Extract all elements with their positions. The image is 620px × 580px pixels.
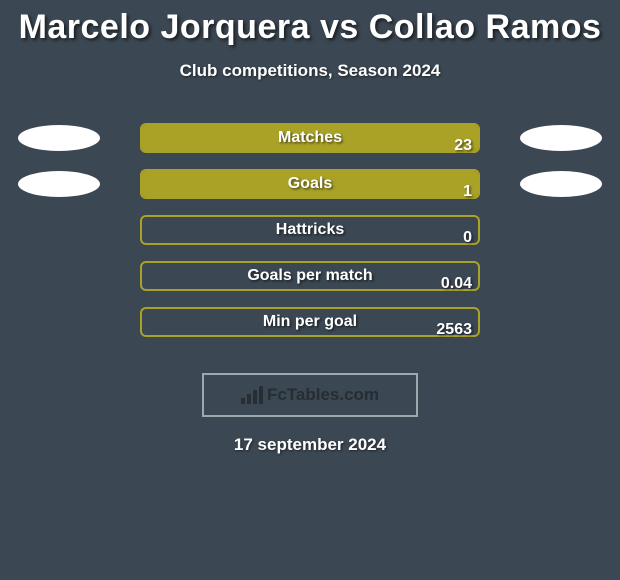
stat-row: Hattricks 0 [0, 215, 620, 261]
stat-value-right: 1 [463, 183, 472, 201]
watermark: FcTables.com [241, 385, 379, 405]
player-left-oval [18, 125, 100, 151]
bar-track: Goals per match [140, 261, 480, 291]
comparison-chart: Matches 23 Goals 1 Hattricks 0 Goals per match… [0, 123, 620, 353]
stat-row: Goals per match 0.04 [0, 261, 620, 307]
stat-label: Min per goal [263, 313, 357, 331]
watermark-box: FcTables.com [202, 373, 418, 417]
player-left-oval [18, 171, 100, 197]
page-title: Marcelo Jorquera vs Collao Ramos [0, 0, 620, 47]
stat-row: Min per goal 2563 [0, 307, 620, 353]
stat-label: Hattricks [276, 221, 344, 239]
bar-track: Min per goal [140, 307, 480, 337]
stat-value-right: 2563 [436, 321, 472, 339]
stat-value-right: 23 [454, 137, 472, 155]
watermark-label: FcTables.com [267, 385, 379, 405]
subtitle: Club competitions, Season 2024 [0, 61, 620, 81]
player-right-oval [520, 125, 602, 151]
stat-value-right: 0 [463, 229, 472, 247]
stat-row: Matches 23 [0, 123, 620, 169]
bar-track: Hattricks [140, 215, 480, 245]
bar-track: Matches [140, 123, 480, 153]
bar-track: Goals [140, 169, 480, 199]
stat-row: Goals 1 [0, 169, 620, 215]
date-label: 17 september 2024 [0, 435, 620, 455]
stat-label: Goals [288, 175, 332, 193]
stat-label: Goals per match [247, 267, 372, 285]
stat-value-right: 0.04 [441, 275, 472, 293]
stat-label: Matches [278, 129, 342, 147]
bar-chart-icon [241, 386, 263, 404]
player-right-oval [520, 171, 602, 197]
